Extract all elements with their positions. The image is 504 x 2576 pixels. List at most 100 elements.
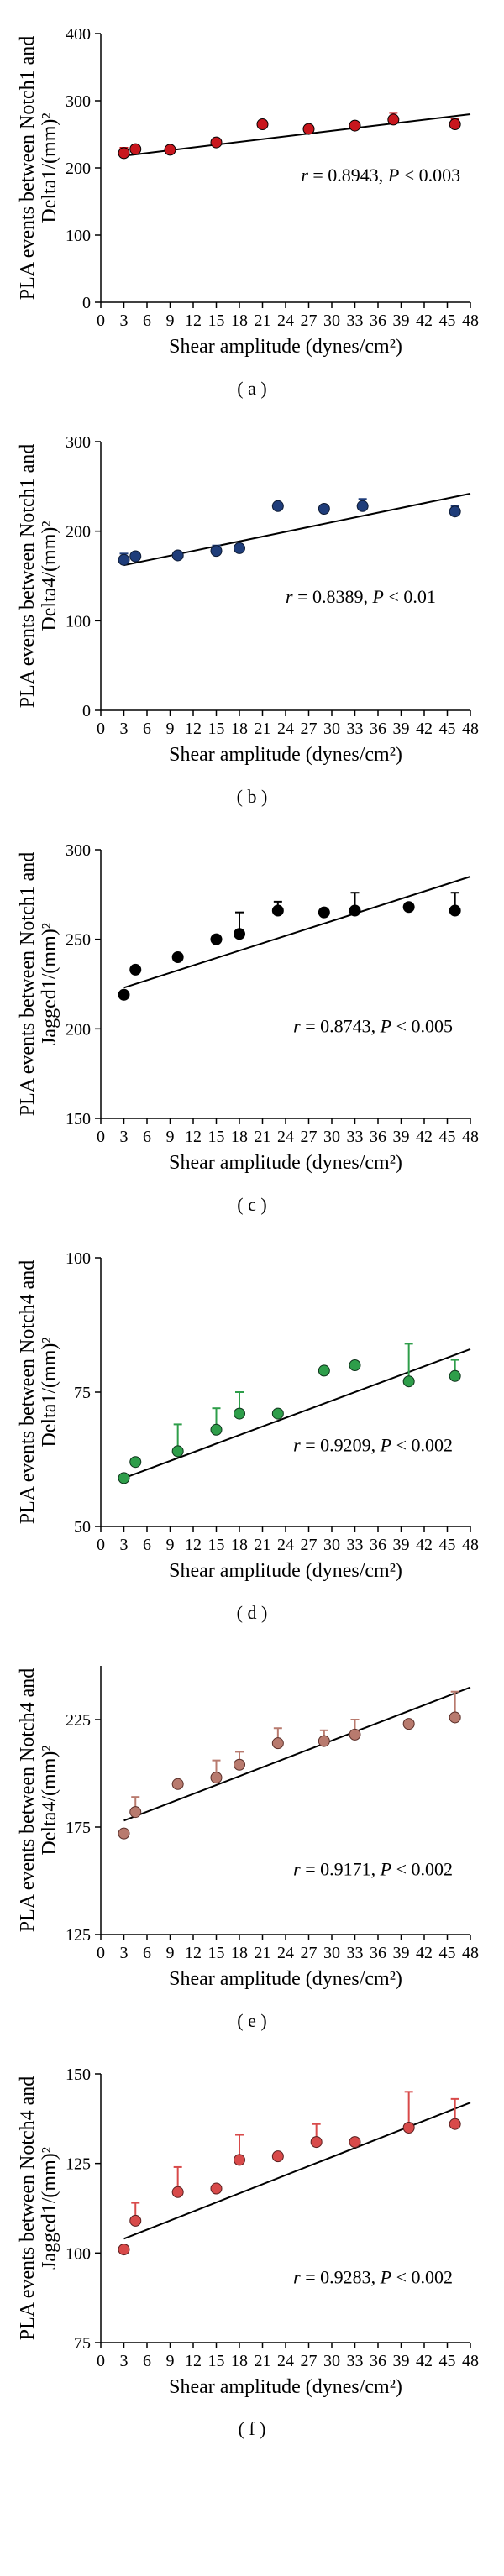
svg-text:39: 39 [393, 1944, 410, 1962]
svg-text:45: 45 [439, 720, 456, 738]
svg-text:12: 12 [185, 1536, 202, 1554]
panel-label: ( a ) [17, 378, 487, 400]
data-point [349, 1729, 360, 1740]
svg-text:27: 27 [301, 720, 318, 738]
data-point [234, 929, 245, 940]
data-point [234, 2155, 245, 2165]
svg-text:100: 100 [66, 1249, 91, 1268]
svg-text:12: 12 [185, 1128, 202, 1146]
svg-text:15: 15 [208, 2352, 225, 2370]
svg-text:30: 30 [323, 2352, 340, 2370]
svg-text:150: 150 [66, 1110, 91, 1128]
x-axis-label: Shear amplitude (dynes/cm²) [169, 336, 402, 358]
y-axis-label: PLA events between Notch1 andDelta4/(mm)… [17, 444, 60, 709]
svg-text:300: 300 [66, 433, 91, 452]
svg-text:0: 0 [97, 1536, 105, 1554]
svg-text:200: 200 [66, 523, 91, 542]
svg-text:24: 24 [277, 312, 294, 330]
data-point [303, 123, 314, 134]
data-point [211, 546, 222, 557]
svg-text:48: 48 [462, 312, 479, 330]
svg-text:21: 21 [255, 1128, 271, 1146]
svg-text:45: 45 [439, 1128, 456, 1146]
svg-text:18: 18 [231, 1128, 248, 1146]
data-point [211, 2183, 222, 2194]
data-point [118, 2244, 129, 2255]
data-point [349, 905, 360, 916]
svg-text:12: 12 [185, 312, 202, 330]
data-point [403, 902, 414, 913]
svg-text:30: 30 [323, 720, 340, 738]
svg-text:39: 39 [393, 720, 410, 738]
svg-text:100: 100 [66, 2244, 91, 2263]
svg-text:30: 30 [323, 1536, 340, 1554]
data-point [130, 1457, 141, 1468]
panel-label: ( f ) [17, 2418, 487, 2440]
chart-f: 0369121518212427303336394245487510012515… [17, 2057, 487, 2440]
chart-c: 0369121518212427303336394245481502002503… [17, 833, 487, 1216]
svg-text:39: 39 [393, 312, 410, 330]
svg-text:33: 33 [347, 1944, 364, 1962]
svg-text:48: 48 [462, 1944, 479, 1962]
svg-text:42: 42 [416, 720, 433, 738]
stats-text: r = 0.8943, P < 0.003 [301, 165, 460, 186]
svg-text:15: 15 [208, 1536, 225, 1554]
svg-text:15: 15 [208, 312, 225, 330]
svg-text:6: 6 [143, 1944, 151, 1962]
svg-text:6: 6 [143, 720, 151, 738]
svg-text:27: 27 [301, 1944, 318, 1962]
y-axis-label: PLA events between Notch1 andDelta1/(mm)… [17, 36, 60, 301]
y-axis-label: PLA events between Notch4 andDelta1/(mm)… [17, 1260, 60, 1525]
svg-text:30: 30 [323, 312, 340, 330]
data-point [272, 2151, 283, 2162]
chart-svg: 0369121518212427303336394245485075100She… [17, 1241, 487, 1594]
panel-label: ( d ) [17, 1602, 487, 1624]
svg-text:21: 21 [255, 1944, 271, 1962]
svg-text:50: 50 [74, 1518, 91, 1537]
svg-text:18: 18 [231, 1944, 248, 1962]
trend-line [124, 1349, 471, 1479]
chart-svg: 0369121518212427303336394245480100200300… [17, 17, 487, 369]
svg-text:300: 300 [66, 841, 91, 860]
svg-text:3: 3 [120, 1128, 129, 1146]
y-axis-label: PLA events between Notch1 andJagged1/(mm… [17, 852, 60, 1117]
chart-e: 036912151821242730333639424548125175225S… [17, 1649, 487, 2032]
svg-text:6: 6 [143, 2352, 151, 2370]
svg-text:27: 27 [301, 312, 318, 330]
svg-text:21: 21 [255, 720, 271, 738]
data-point [272, 500, 283, 511]
chart-svg: 0369121518212427303336394245481502002503… [17, 833, 487, 1186]
data-point [272, 905, 283, 916]
svg-text:24: 24 [277, 1944, 294, 1962]
svg-text:12: 12 [185, 720, 202, 738]
svg-text:12: 12 [185, 2352, 202, 2370]
svg-text:39: 39 [393, 1128, 410, 1146]
svg-text:24: 24 [277, 2352, 294, 2370]
svg-text:15: 15 [208, 720, 225, 738]
svg-text:3: 3 [120, 720, 129, 738]
svg-text:9: 9 [166, 1944, 175, 1962]
svg-text:48: 48 [462, 1128, 479, 1146]
svg-text:21: 21 [255, 2352, 271, 2370]
data-point [172, 1778, 183, 1789]
stats-text: r = 0.9209, P < 0.002 [293, 1434, 453, 1455]
svg-text:9: 9 [166, 2352, 175, 2370]
data-point [318, 907, 329, 918]
svg-text:42: 42 [416, 1944, 433, 1962]
chart-svg: 036912151821242730333639424548125175225S… [17, 1649, 487, 2002]
chart-a: 0369121518212427303336394245480100200300… [17, 17, 487, 400]
trend-line [124, 1688, 471, 1821]
svg-text:18: 18 [231, 312, 248, 330]
svg-text:9: 9 [166, 1128, 175, 1146]
svg-text:24: 24 [277, 720, 294, 738]
data-point [234, 1759, 245, 1770]
svg-text:45: 45 [439, 1536, 456, 1554]
data-point [349, 1360, 360, 1371]
svg-text:33: 33 [347, 1128, 364, 1146]
data-point [403, 1376, 414, 1387]
data-point [118, 1473, 129, 1484]
svg-text:42: 42 [416, 312, 433, 330]
svg-text:15: 15 [208, 1944, 225, 1962]
stats-text: r = 0.9171, P < 0.002 [293, 1859, 453, 1880]
data-point [349, 120, 360, 131]
